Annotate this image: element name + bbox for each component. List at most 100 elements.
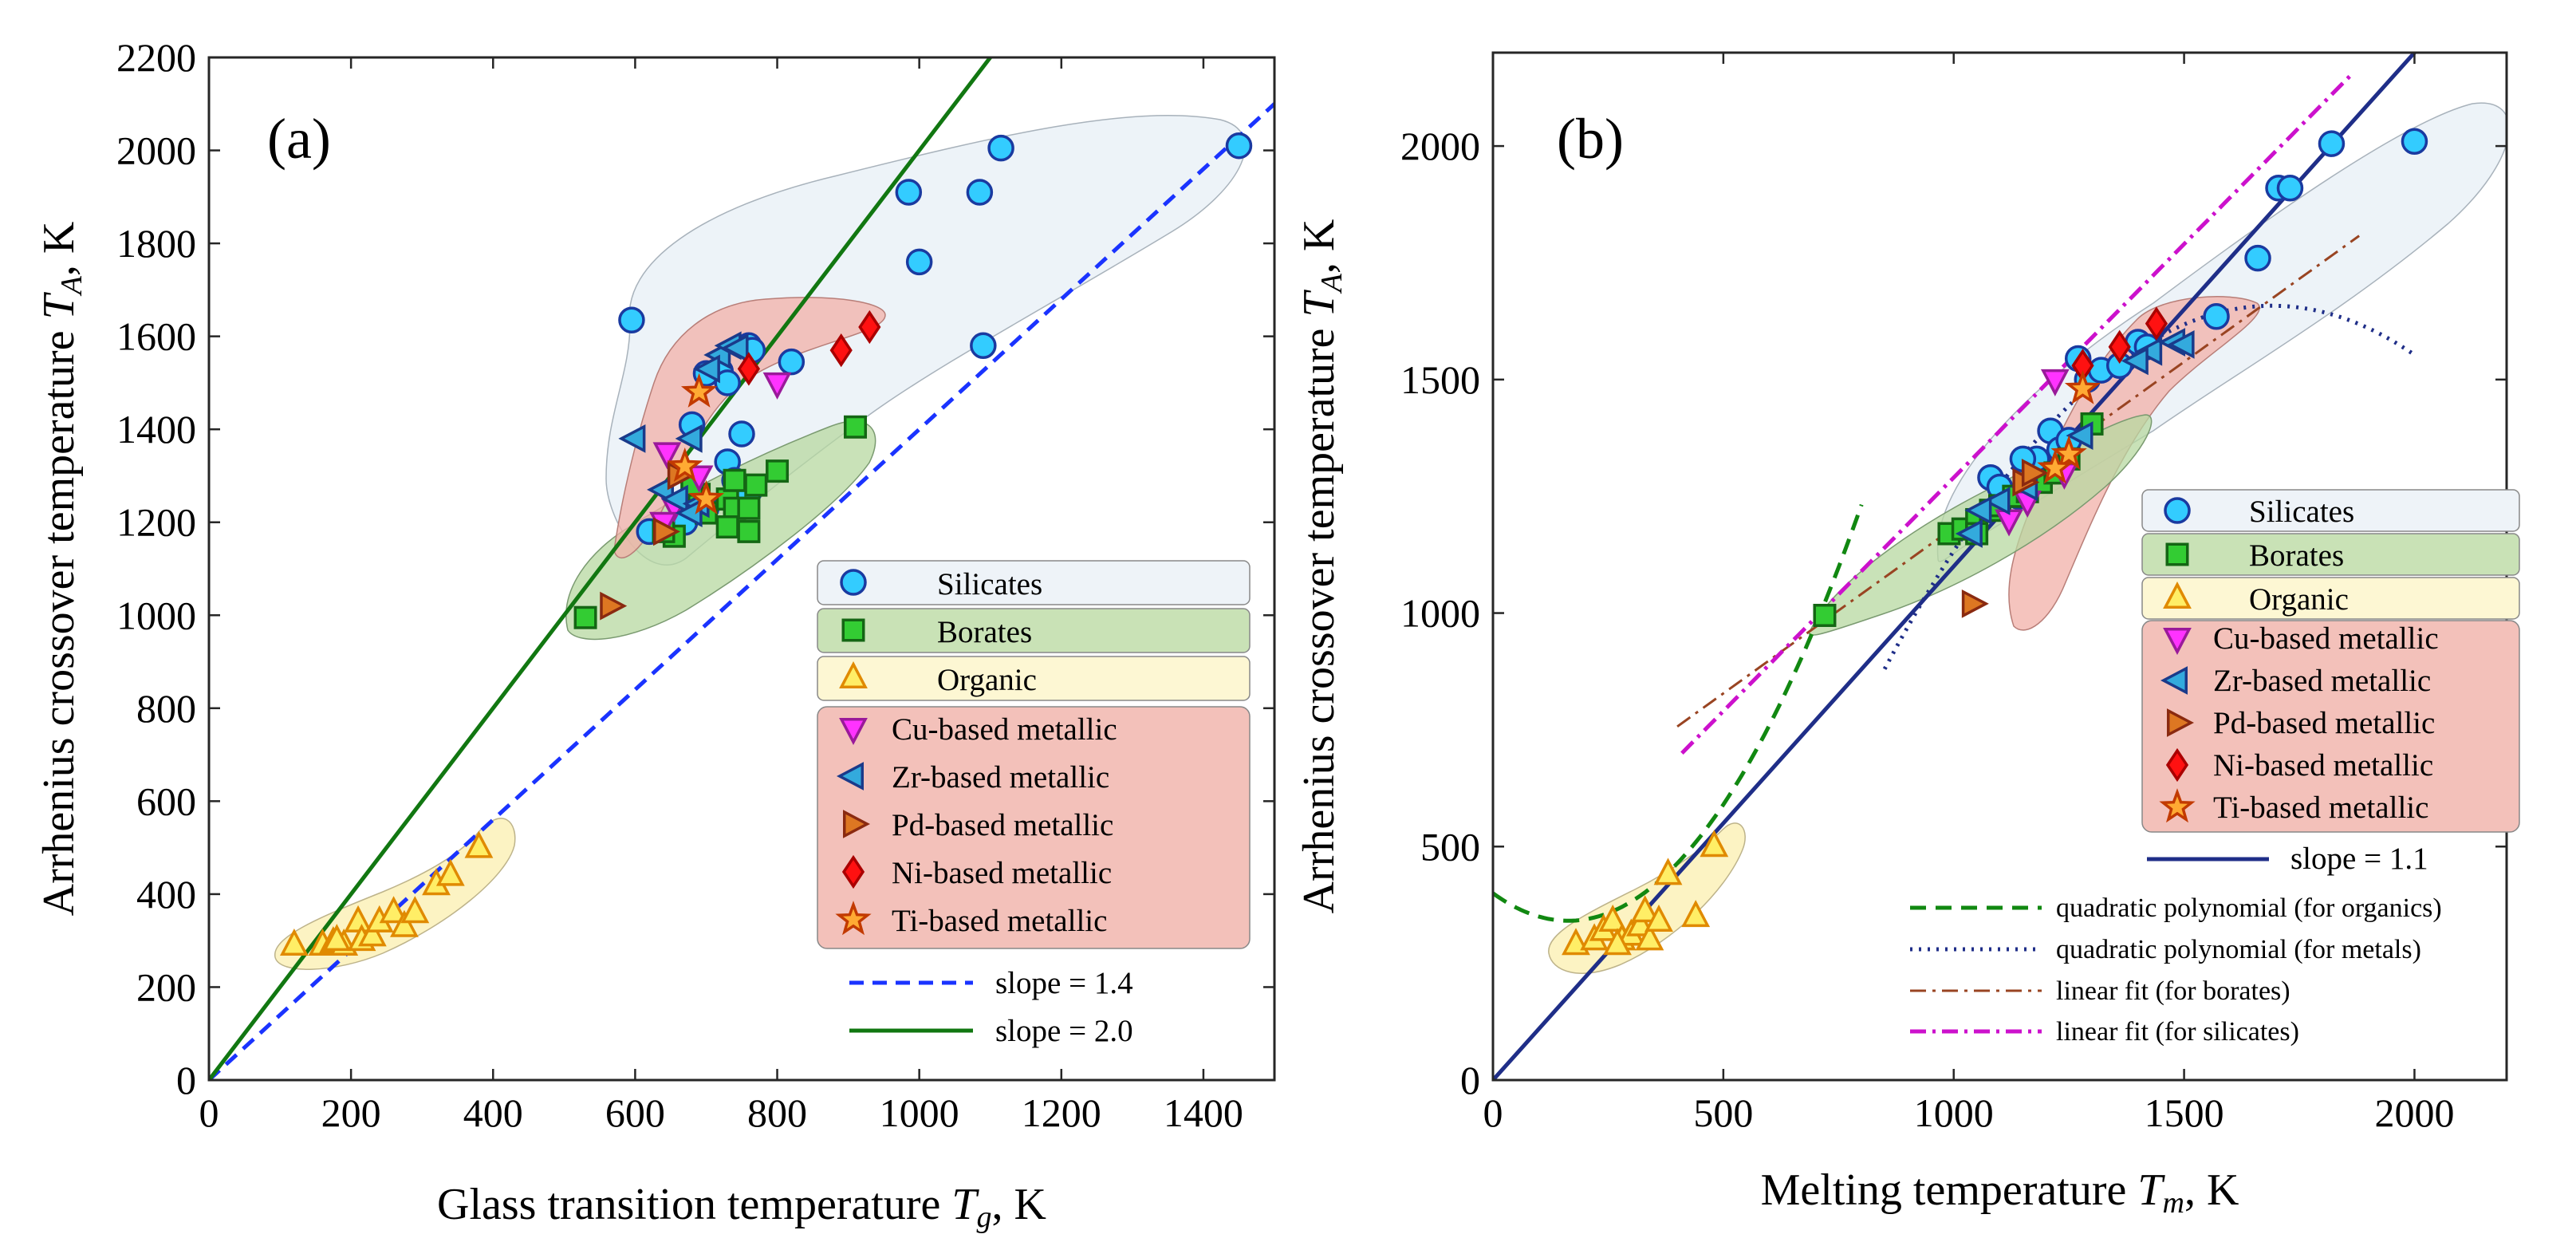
a-point-s2-12 — [435, 858, 465, 886]
b-legend-marker-7 — [2159, 788, 2196, 823]
a-ytick-label-7: 1400 — [116, 407, 196, 451]
a-point-s2-6 — [357, 919, 387, 947]
b-point-s2-13 — [1603, 928, 1632, 956]
b-point-s6-2 — [2145, 306, 2168, 341]
a-xtick-label-1: 200 — [321, 1090, 381, 1135]
b-point-s0-1 — [2244, 244, 2271, 272]
b-point-s1-0 — [1813, 603, 1837, 627]
a-point-s1-7 — [737, 519, 761, 543]
b-point-s2-9 — [1644, 904, 1673, 932]
b-ytick-label-3: 1500 — [1400, 357, 1480, 402]
a-point-s2-14 — [322, 924, 352, 952]
b-point-s4-4 — [2066, 421, 2093, 450]
a-ytick-label-9: 1800 — [116, 221, 196, 266]
b-point-s5-0 — [1961, 589, 1989, 618]
b-point-s2-8 — [1635, 923, 1664, 951]
b-ytick-label-0: 0 — [1460, 1058, 1480, 1102]
a-point-s1-9 — [744, 473, 768, 497]
a-point-s1-12 — [844, 415, 868, 439]
a-point-s2-8 — [379, 896, 408, 924]
a-point-s1-11 — [766, 459, 790, 483]
a-point-s2-9 — [390, 909, 419, 937]
a-point-s4-7 — [660, 484, 688, 514]
a-point-s4-6 — [647, 475, 675, 504]
a-point-s1-10 — [723, 468, 746, 492]
a-point-s6-1 — [829, 333, 853, 368]
b-legend-silicate-bg — [2141, 489, 2520, 532]
b-y-axis-label: Arrhenius crossover temperature TA, K — [1294, 219, 1349, 914]
a-legend-marker-1 — [841, 618, 865, 642]
b-legend-borate-bg — [2141, 533, 2520, 576]
a-legend-label-silicates: Silicates — [937, 567, 1042, 601]
a-ytick-label-3: 600 — [136, 779, 196, 823]
a-xtick-label-2: 400 — [463, 1090, 523, 1135]
b-legend-marker-1 — [2165, 542, 2189, 566]
a-xtick-label-7: 1400 — [1164, 1090, 1243, 1135]
b-legend-marker-2 — [2163, 581, 2192, 609]
panel-b: 0 500 1000 1500 2000 0 500 1000 1500 2000 Melting … — [1294, 51, 2520, 1220]
b-point-s2-11 — [1681, 900, 1711, 928]
b-legend-label-silicates: Silicates — [2249, 495, 2354, 529]
a-point-s6-0 — [737, 352, 761, 386]
b-legend-marker-4 — [2160, 666, 2188, 695]
a-legend-marker-3 — [839, 718, 868, 746]
a-point-s5-0 — [600, 591, 628, 621]
a-legend: Silicates Borates Organic Cu-based metal… — [817, 560, 1251, 1048]
b-legend-marker-5 — [2167, 708, 2195, 737]
a-point-s0-3 — [966, 179, 994, 206]
b-legend-label-slope11: slope = 1.1 — [2290, 842, 2428, 876]
a-legend-marker-7 — [835, 901, 872, 936]
a-legend-marker-6 — [841, 854, 865, 889]
b-ytick-label-1: 500 — [1420, 824, 1480, 869]
a-point-s1-8 — [737, 496, 761, 520]
a-legend-label-zr: Zr-based metallic — [892, 760, 1109, 794]
b-legend-label-ni: Ni-based metallic — [2213, 748, 2433, 783]
a-legend-label-slope14: slope = 1.4 — [995, 966, 1133, 1000]
a-legend-organic-bg — [817, 656, 1251, 701]
b-point-s2-12 — [1700, 830, 1729, 858]
a-point-s0-6 — [970, 332, 997, 360]
a-xtick-label-3: 600 — [605, 1090, 665, 1135]
b-ytick-label-2: 1000 — [1400, 591, 1480, 636]
b-point-s4-8 — [1955, 519, 1983, 548]
b-xtick-label-1: 500 — [1693, 1090, 1753, 1135]
b-point-s3-0 — [2040, 369, 2070, 396]
a-legend-label-pd: Pd-based metallic — [892, 808, 1113, 842]
a-point-s2-13 — [464, 830, 494, 858]
b-point-s4-3 — [2121, 346, 2149, 376]
b-legend-marker-6 — [2165, 747, 2189, 783]
a-line-1 — [209, 57, 993, 1080]
a-point-s5-1 — [653, 517, 681, 546]
a-legend-silicate-bg — [817, 560, 1251, 605]
b-legend-label-organic: Organic — [2249, 582, 2349, 617]
a-xtick-label-6: 1200 — [1022, 1090, 1101, 1135]
a-legend-label-organic: Organic — [937, 663, 1037, 697]
b-xtick-label-3: 1500 — [2145, 1090, 2224, 1135]
b-xtick-label-2: 1000 — [1914, 1090, 1994, 1135]
a-legend-marker-2 — [839, 660, 868, 688]
b-point-s4-2 — [2167, 330, 2195, 359]
a-point-s3-0 — [652, 442, 682, 470]
b-point-s7-2 — [2037, 449, 2074, 484]
b-point-s0-0 — [2203, 303, 2230, 330]
a-panel-tag: (a) — [267, 107, 331, 171]
a-point-s2-10 — [400, 896, 430, 924]
a-point-s7-1 — [667, 447, 703, 483]
a-legend-borate-bg — [817, 608, 1251, 653]
a-ytick-label-0: 0 — [176, 1058, 196, 1102]
b-point-s4-0 — [2135, 337, 2163, 366]
b-point-s5-2 — [2021, 459, 2049, 487]
a-point-s0-2 — [905, 248, 933, 276]
b-point-s0-5 — [2401, 128, 2428, 155]
a-ytick-label-2: 400 — [136, 872, 196, 917]
b-legend-label-quadmet: quadratic polynomial (for metals) — [2056, 935, 2421, 964]
b-legend-label-ti: Ti-based metallic — [2213, 791, 2428, 825]
a-point-s4-4 — [692, 354, 720, 384]
b-point-s4-7 — [1964, 495, 1992, 525]
a-point-s2-0 — [279, 929, 309, 956]
a-legend-marker-5 — [843, 810, 871, 838]
b-legend-label-pd: Pd-based metallic — [2213, 706, 2435, 740]
a-point-s4-0 — [618, 424, 646, 453]
b-point-s2-3 — [1598, 904, 1628, 932]
